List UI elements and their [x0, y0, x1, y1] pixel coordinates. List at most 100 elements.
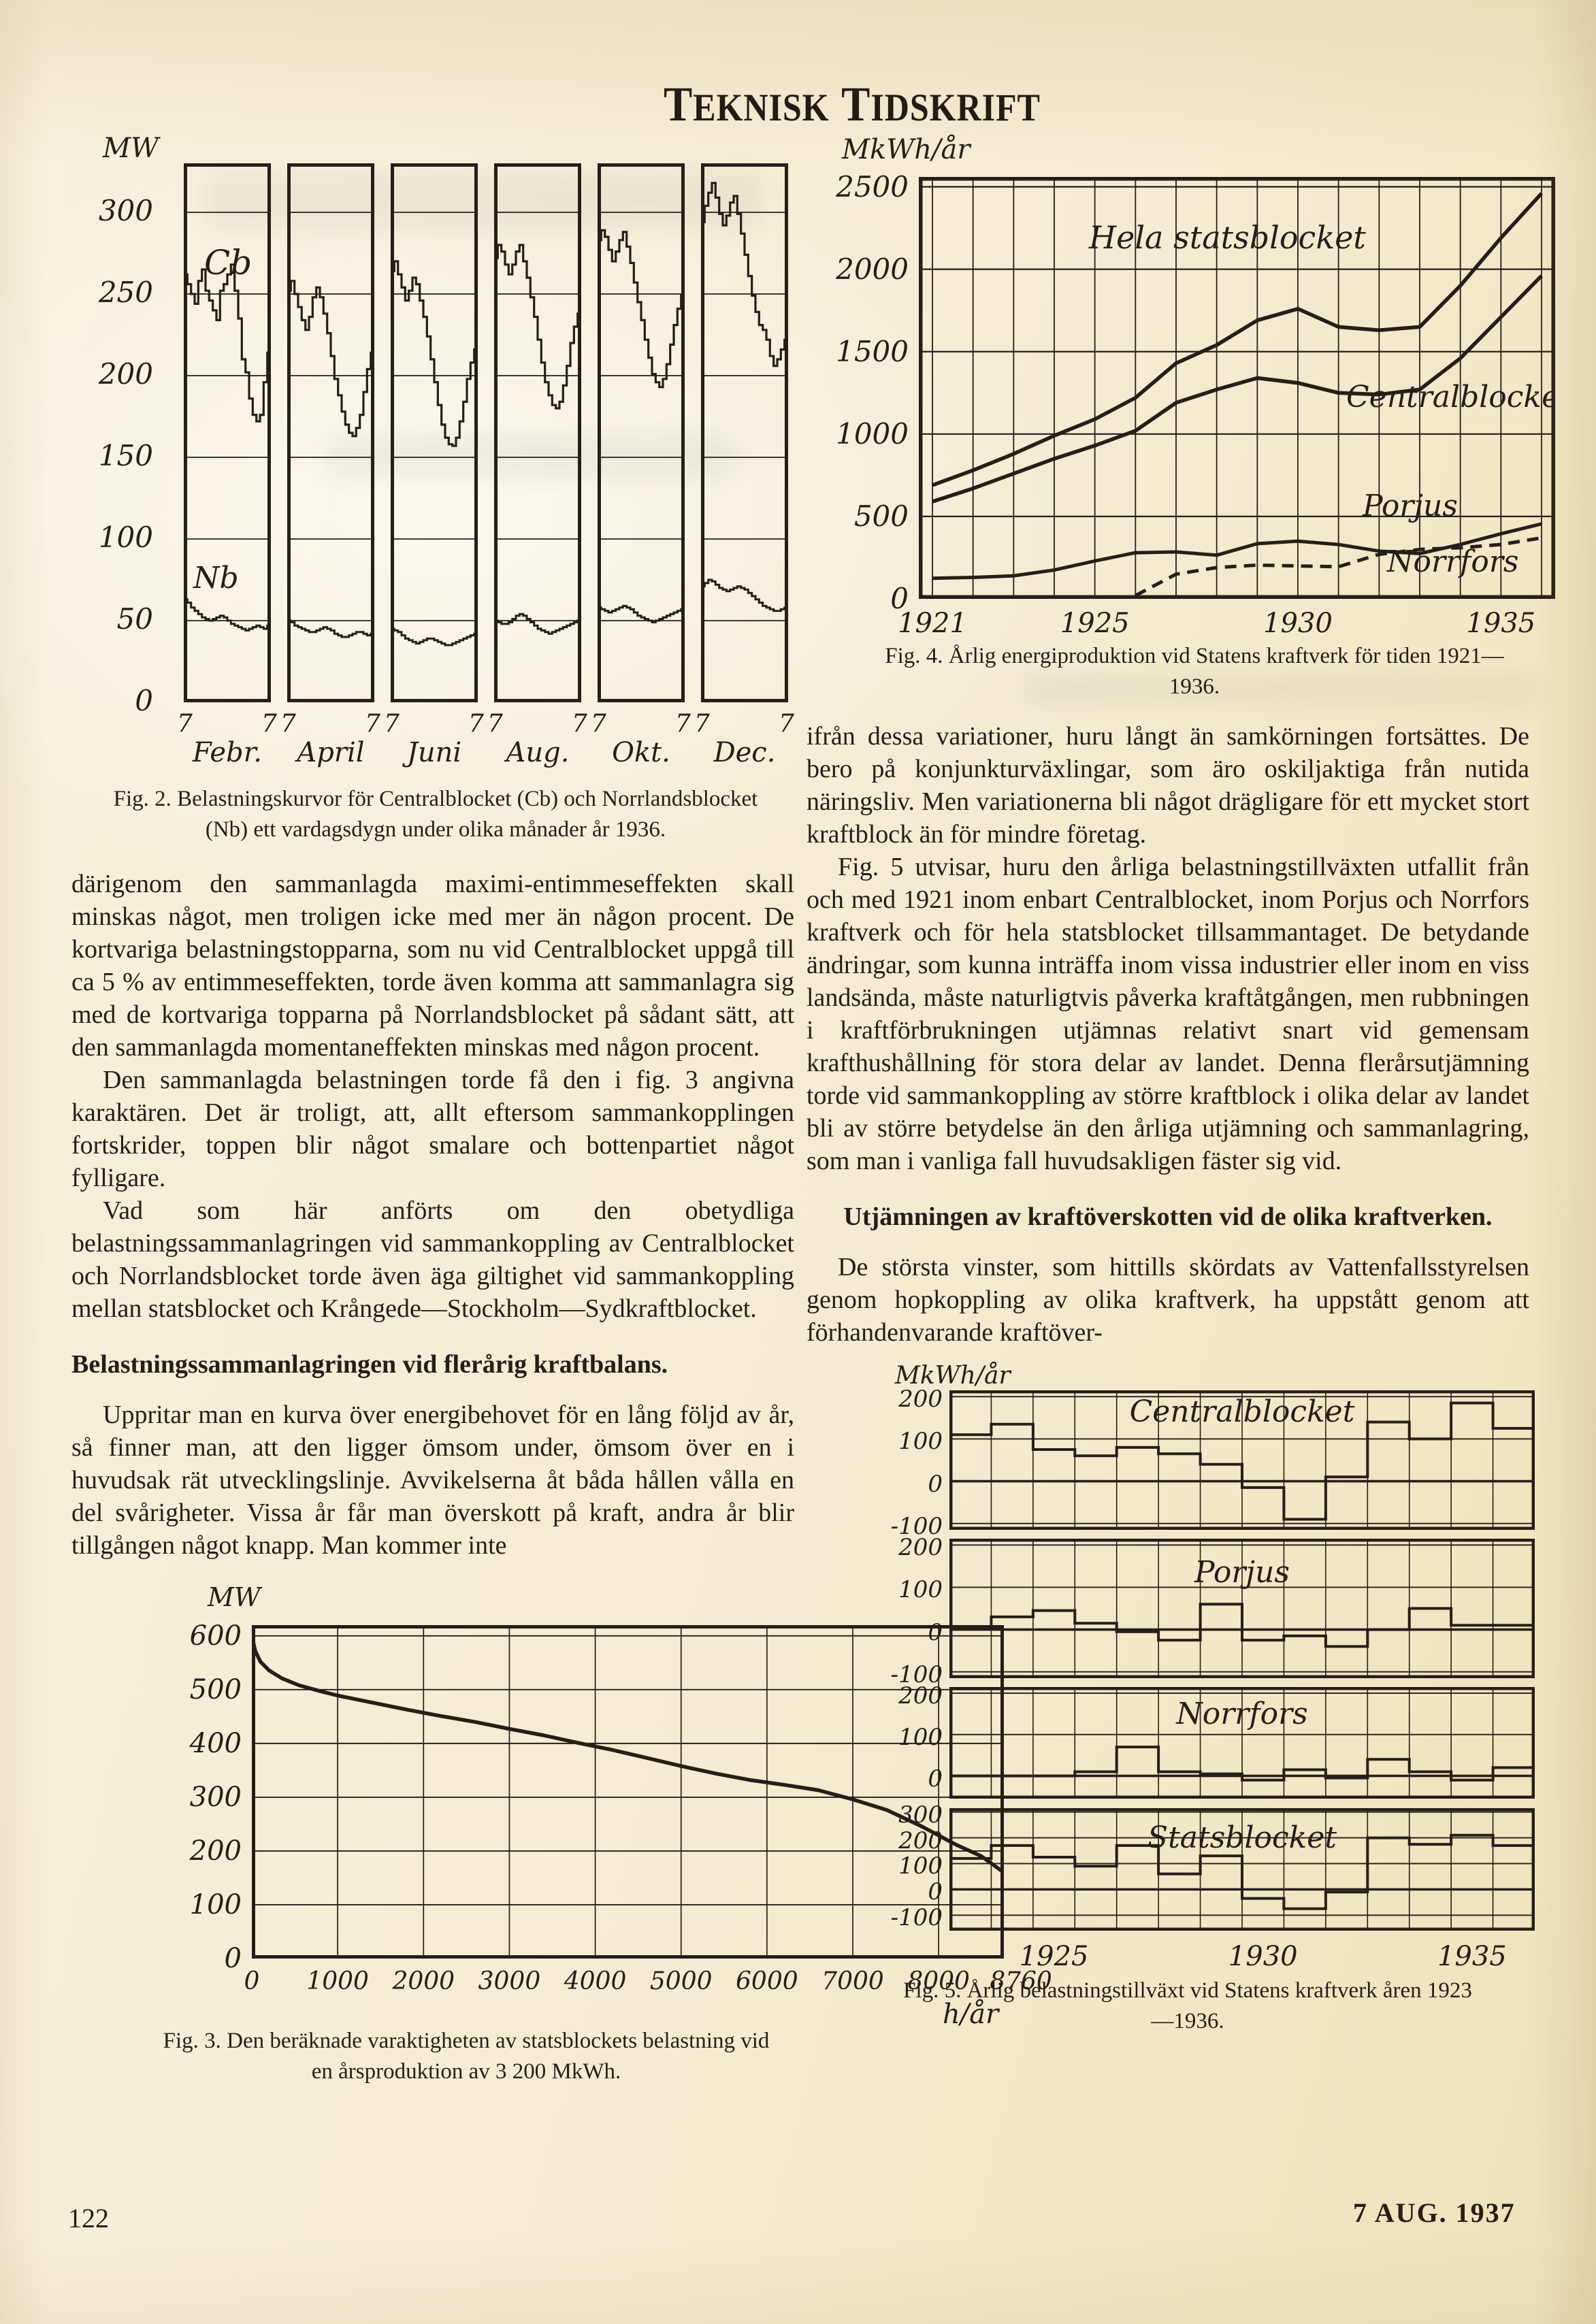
- y-tick-label: -100: [890, 1904, 943, 1932]
- panel-frame: [287, 163, 374, 702]
- y-tick-label: 200: [98, 357, 153, 391]
- load-panel: [701, 163, 788, 702]
- growth-panel-porjus: Porjus: [949, 1539, 1535, 1678]
- y-axis-unit: MkWh/år: [895, 1362, 1011, 1390]
- nb-load-curve: [287, 619, 374, 638]
- x-tick-label: 8000: [907, 1967, 970, 1995]
- body-paragraph: Den sammanlagda belastningen torde få de…: [71, 1066, 794, 1192]
- x-tick-label: 7: [280, 710, 296, 738]
- load-panel: [598, 163, 685, 702]
- y-tick-label: -100: [890, 1512, 943, 1540]
- x-tick-label: 1000: [306, 1967, 369, 1995]
- growth-step-curve: [949, 1603, 1535, 1648]
- figure-2-load-curves: Fig. 2. Belastningskurvor för Centralblo…: [71, 129, 820, 868]
- body-paragraph: De största vinster, som hittills skördat…: [807, 1253, 1529, 1347]
- curve-label: Porjus: [1194, 1555, 1290, 1590]
- y-tick-label: 200: [898, 1386, 943, 1413]
- figure-2-caption: Fig. 2. Belastningskurvor för Centralblo…: [113, 787, 758, 842]
- x-tick-label: 1930: [1228, 1941, 1298, 1972]
- y-tick-label: 200: [189, 1835, 242, 1867]
- nb-load-curve: [184, 598, 271, 632]
- body-paragraph: Fig. 5 utvisar, huru den årliga belastni…: [807, 853, 1529, 1175]
- y-tick-label: 1500: [836, 334, 909, 368]
- y-tick-label: 100: [898, 1576, 943, 1604]
- journal-title-word: Teknisk: [664, 77, 830, 131]
- x-tick-label: 1925: [1060, 608, 1130, 639]
- y-tick-label: 2000: [836, 252, 909, 286]
- y-axis-unit: MkWh/år: [842, 134, 971, 165]
- y-tick-label: 0: [928, 1765, 943, 1793]
- x-tick-label: 6000: [736, 1967, 798, 1995]
- figure-4-caption: Fig. 4. Årlig energiproduktion vid State…: [885, 644, 1504, 699]
- curve-label: Hela statsblocket: [1088, 219, 1366, 256]
- nb-load-curve: [391, 627, 478, 647]
- y-tick-label: 200: [898, 1682, 943, 1710]
- y-tick-label: -100: [890, 1660, 943, 1688]
- x-tick-label: 7: [487, 710, 503, 738]
- growth-step-curve: [949, 1833, 1535, 1910]
- y-tick-label: 500: [189, 1673, 242, 1705]
- y-tick-label: 100: [898, 1852, 943, 1880]
- section-heading: Utjämningen av kraftöverskotten vid de o…: [843, 1202, 1493, 1231]
- body-paragraph: ifrån dessa variationer, huru långt än s…: [807, 722, 1529, 849]
- x-tick-label: 7: [779, 710, 794, 738]
- x-tick-label: 7: [675, 710, 691, 738]
- x-tick-label: 7: [694, 710, 710, 738]
- y-tick-label: 250: [98, 276, 153, 309]
- month-label: Okt.: [612, 737, 670, 768]
- x-tick-label: 1921: [898, 608, 967, 639]
- y-tick-label: 0: [890, 582, 909, 615]
- curve-label: Norrfors: [1175, 1697, 1307, 1731]
- production-chart: Hela statsblocket Centralblocket Porjus Nor…: [919, 177, 1555, 599]
- duration-curve: [252, 1634, 1004, 1875]
- section-heading: Belastningssammanlagringen vid flerårig …: [71, 1350, 668, 1379]
- x-tick-label: 1935: [1466, 608, 1536, 639]
- cb-load-curve: [701, 182, 788, 367]
- curve-label: Porjus: [1362, 489, 1458, 523]
- right-column: Fig. 4. Årlig energiproduktion vid State…: [807, 129, 1555, 2050]
- cb-load-curve: [287, 280, 374, 438]
- figure-5-load-growth: Fig. 5. Årlig belastningstillväxt vid St…: [807, 1360, 1542, 2050]
- y-tick-label: 1000: [836, 416, 909, 451]
- load-panel: [391, 163, 478, 702]
- y-tick-label: 100: [898, 1723, 943, 1751]
- panel-frame: [184, 163, 271, 702]
- x-tick-label: 7000: [821, 1967, 884, 1995]
- body-paragraph: Uppritar man en kurva över energibehovet…: [71, 1401, 794, 1560]
- month-label: April: [297, 737, 365, 768]
- x-tick-label: 2000: [392, 1967, 455, 1995]
- y-tick-label: 2500: [836, 169, 909, 203]
- x-tick-label: 5000: [649, 1967, 713, 1995]
- y-tick-label: 0: [224, 1943, 242, 1974]
- nb-load-curve: [598, 604, 685, 623]
- y-tick-label: 200: [898, 1534, 943, 1562]
- cb-load-curve: [598, 229, 685, 389]
- curve-label-cb: Cb: [204, 243, 253, 282]
- x-tick-label: 7: [572, 710, 587, 738]
- x-tick-label: 7: [384, 710, 400, 738]
- y-tick-label: 400: [189, 1727, 242, 1759]
- y-tick-label: 600: [189, 1620, 242, 1652]
- month-label: Juni: [406, 737, 462, 768]
- panel-frame: [494, 163, 581, 702]
- journal-title: Teknisk Tidskrift: [664, 76, 1041, 133]
- y-axis-unit: MW: [103, 133, 159, 164]
- chart-frame: [252, 1625, 1004, 1959]
- x-tick-label: 1935: [1437, 1941, 1507, 1972]
- growth-panel-statsblocket: Statsblocket: [949, 1808, 1535, 1931]
- y-tick-label: 50: [116, 602, 153, 636]
- cb-load-curve: [391, 260, 478, 447]
- x-tick-label: 7: [261, 710, 277, 738]
- cb-load-curve: [184, 263, 271, 423]
- panel-frame: [701, 163, 788, 702]
- figure-3-caption: Fig. 3. Den beräknade varaktigheten av s…: [163, 2029, 770, 2084]
- y-tick-label: 300: [189, 1781, 242, 1813]
- growth-step-curve: [949, 1401, 1535, 1521]
- chart-frame: [919, 177, 1555, 599]
- y-tick-label: 100: [189, 1888, 242, 1920]
- x-tick-label: 8760: [990, 1967, 1052, 1995]
- curve-label: Statsblocket: [1147, 1820, 1337, 1855]
- body-paragraph: därigenom den sammanlagda maximi-entimme…: [71, 870, 794, 1062]
- series-norrfors: [1135, 536, 1542, 598]
